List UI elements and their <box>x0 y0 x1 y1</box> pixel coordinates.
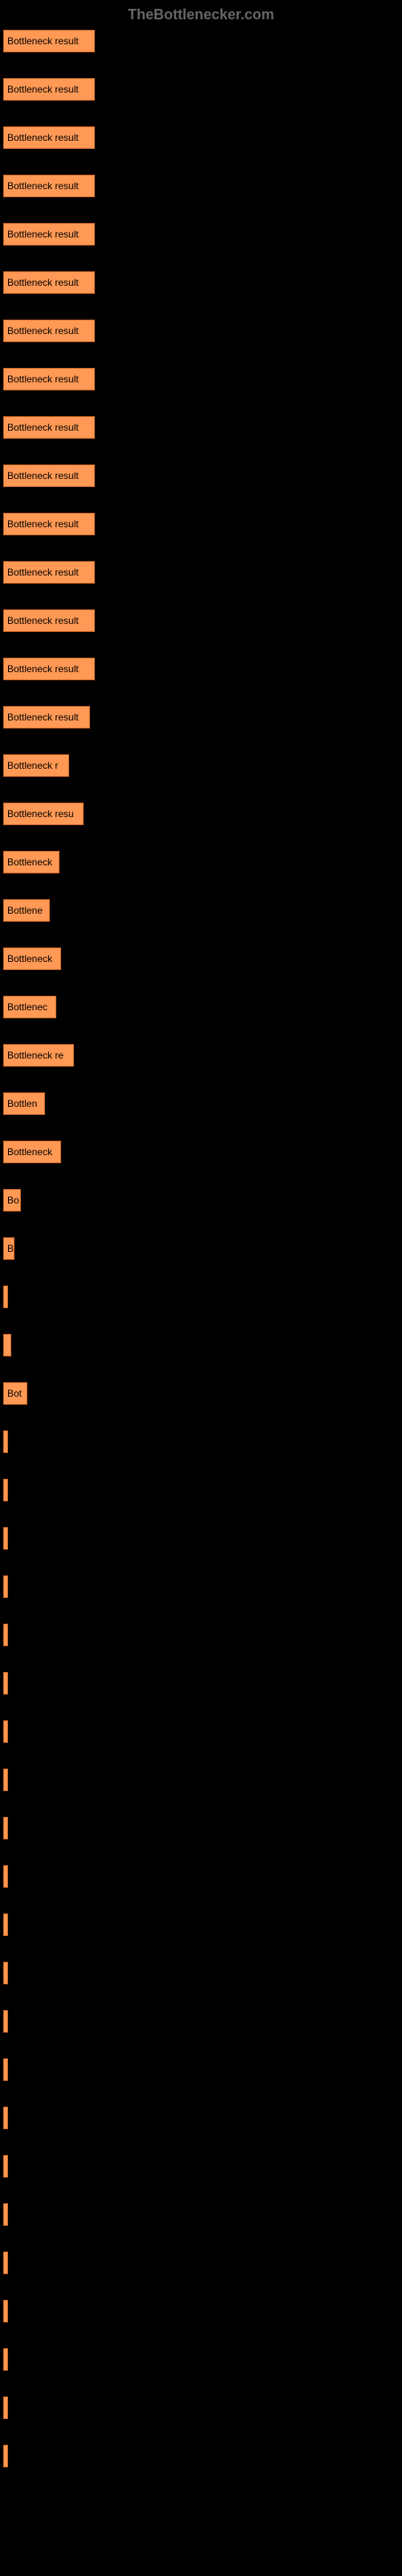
chart-bar: Bottleneck result <box>3 223 95 246</box>
chart-bar: B <box>3 1237 14 1260</box>
bar-label: Bottleneck r <box>7 760 58 771</box>
chart-bar <box>3 2155 8 2178</box>
bar-label: Bottleneck <box>7 953 52 964</box>
chart-bar <box>3 2058 8 2081</box>
bar-label: Bottleneck result <box>7 132 79 143</box>
bar-label: Bottleneck result <box>7 470 79 481</box>
chart-bar: Bo <box>3 1189 21 1212</box>
chart-bar: Bottleneck result <box>3 416 95 439</box>
chart-bar: Bottleneck result <box>3 175 95 197</box>
bar-label: Bottleneck <box>7 1146 52 1158</box>
bar-label: Bottleneck result <box>7 277 79 288</box>
bar-label: Bottleneck resu <box>7 808 74 819</box>
bar-label: Bottleneck re <box>7 1050 64 1061</box>
bar-label: Bottleneck result <box>7 229 79 240</box>
bar-label: Bot <box>7 1388 22 1399</box>
chart-bar <box>3 1769 8 1791</box>
chart-bar <box>3 1286 8 1308</box>
chart-bar <box>3 2203 8 2226</box>
chart-bar: Bottleneck result <box>3 78 95 101</box>
bar-chart: Bottleneck result Bottleneck result Bottle… <box>3 30 402 2467</box>
chart-bar: Bottleneck resu <box>3 803 84 825</box>
chart-bar: Bottleneck re <box>3 1044 74 1067</box>
chart-bar <box>3 2252 8 2274</box>
bar-label: Bottleneck result <box>7 84 79 95</box>
chart-bar: Bottlenec <box>3 996 56 1018</box>
chart-bar: Bottleneck r <box>3 754 69 777</box>
chart-bar: Bottleneck result <box>3 368 95 390</box>
chart-bar: Bottleneck result <box>3 464 95 487</box>
chart-bar <box>3 2348 8 2371</box>
chart-bar <box>3 1720 8 1743</box>
bar-label: Bottleneck result <box>7 35 79 47</box>
bar-label: Bottleneck result <box>7 518 79 530</box>
chart-bar: Bottlene <box>3 899 50 922</box>
chart-bar: Bottleneck result <box>3 271 95 294</box>
chart-bar <box>3 1430 8 1453</box>
chart-bar <box>3 1672 8 1695</box>
bar-label: Bottleneck result <box>7 615 79 626</box>
chart-bar <box>3 1962 8 1984</box>
bar-label: Bottleneck result <box>7 374 79 385</box>
chart-bar <box>3 1334 11 1356</box>
chart-bar: Bottleneck <box>3 1141 61 1163</box>
chart-bar <box>3 1527 8 1550</box>
chart-bar <box>3 1865 8 1888</box>
chart-bar <box>3 2396 8 2419</box>
chart-bar <box>3 2010 8 2033</box>
bar-label: Bo <box>7 1195 19 1206</box>
bar-label: Bottleneck result <box>7 663 79 675</box>
chart-bar <box>3 2300 8 2322</box>
bar-label: B <box>7 1243 14 1254</box>
bar-label: Bottleneck <box>7 857 52 868</box>
bar-label: Bottlene <box>7 905 43 916</box>
chart-bar: Bottleneck result <box>3 561 95 584</box>
chart-bar: Bottleneck result <box>3 706 90 729</box>
bar-label: Bottleneck result <box>7 180 79 192</box>
chart-bar: Bottleneck result <box>3 126 95 149</box>
chart-bar: Bottleneck result <box>3 609 95 632</box>
page-header: TheBottlenecker.com <box>0 0 402 30</box>
chart-bar: Bottleneck result <box>3 30 95 52</box>
chart-bar: Bottleneck result <box>3 513 95 535</box>
bar-label: Bottleneck result <box>7 325 79 336</box>
bar-label: Bottlen <box>7 1098 37 1109</box>
bar-label: Bottleneck result <box>7 422 79 433</box>
chart-bar <box>3 1817 8 1839</box>
chart-bar: Bottleneck <box>3 851 59 873</box>
chart-bar <box>3 2107 8 2129</box>
chart-bar <box>3 1913 8 1936</box>
chart-bar <box>3 2445 8 2467</box>
chart-bar: Bottleneck result <box>3 320 95 342</box>
bar-label: Bottleneck result <box>7 567 79 578</box>
chart-bar <box>3 1624 8 1646</box>
chart-bar: Bottlen <box>3 1092 45 1115</box>
bar-label: Bottleneck result <box>7 712 79 723</box>
header-title: TheBottlenecker.com <box>128 6 274 23</box>
chart-bar <box>3 1575 8 1598</box>
chart-bar <box>3 1479 8 1501</box>
chart-bar: Bottleneck <box>3 947 61 970</box>
chart-bar: Bottleneck result <box>3 658 95 680</box>
bar-label: Bottlenec <box>7 1001 47 1013</box>
chart-bar: Bot <box>3 1382 27 1405</box>
